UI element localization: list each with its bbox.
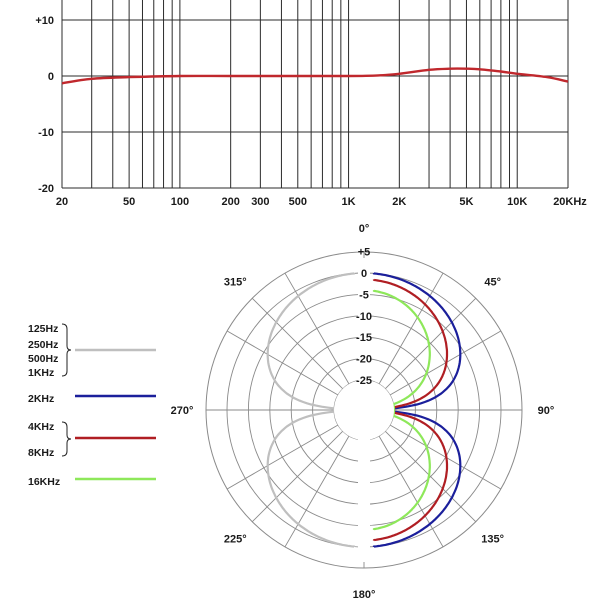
polar-curve-front-2 — [372, 278, 449, 410]
polar-spoke — [284, 272, 350, 385]
polar-angle-label: 225° — [224, 534, 247, 546]
polar-radial-label: -10 — [356, 311, 372, 323]
polar-angle-label: 0° — [359, 223, 370, 235]
polar-angle-label: 45° — [484, 276, 501, 288]
polar-radial-labels: +5 0 -5 -10 -15 -20 -25 — [356, 247, 372, 387]
polar-angle-label: 90° — [538, 405, 555, 417]
fr-x-tick-label: 2K — [392, 196, 406, 208]
polar-curves — [266, 272, 462, 548]
polar-spoke — [251, 430, 344, 523]
polar-spoke — [284, 435, 350, 548]
polar-spoke — [226, 424, 339, 490]
fr-x-tick-label: 100 — [171, 196, 189, 208]
polar-curve-front-3 — [372, 289, 431, 410]
polar-curve-rear-2 — [372, 410, 449, 542]
polar-center-hole — [334, 380, 394, 440]
legend-brace — [61, 421, 72, 457]
fr-x-tick-label: 20 — [56, 196, 68, 208]
fr-x-tick-label: 5K — [459, 196, 473, 208]
frequency-response-grid — [61, 0, 569, 189]
polar-angle-label: 135° — [481, 534, 504, 546]
polar-angle-label: 315° — [224, 276, 247, 288]
polar-angle-labels: 0° 45° 90° 135° 180° 225° 270° 315° — [171, 223, 555, 600]
fr-x-tick-label: 1K — [342, 196, 356, 208]
polar-curve-front-1 — [372, 272, 462, 410]
polar-spoke — [251, 297, 344, 390]
fr-y-tick-label: -20 — [38, 183, 54, 195]
polar-spoke — [378, 435, 444, 548]
polar-radial-label: 0 — [361, 268, 367, 280]
fr-y-tick-label: -10 — [38, 127, 54, 139]
polar-curve-rear-3 — [372, 410, 431, 531]
polar-angle-label: 180° — [353, 589, 376, 600]
polar-spoke — [384, 430, 477, 523]
polar-curve-front-0 — [266, 272, 356, 410]
legend-brace — [61, 323, 72, 377]
legend-label: 4KHz — [28, 421, 54, 433]
frequency-response-y-tick-labels: +10 0 -10 -20 — [35, 15, 54, 195]
polar-legend: 125Hz 250Hz 500Hz 1KHz 2KHz 4KHz 8KHz 16KHz — [28, 323, 156, 488]
polar-radial-label: -25 — [356, 375, 372, 387]
polar-pattern-chart: +5 0 -5 -10 -15 -20 -25 0° 45° 90° 135° 180° 225° 27… — [171, 223, 555, 600]
polar-spoke — [384, 297, 477, 390]
fr-x-tick-label: 300 — [251, 196, 269, 208]
frequency-response-x-tick-labels: 20 50 100 200 300 500 1K 2K 5K 10K 20KHz — [56, 196, 587, 208]
fr-x-tick-label: 200 — [221, 196, 239, 208]
legend-label: 500Hz — [28, 353, 58, 365]
fr-x-tick-label: 20KHz — [553, 196, 587, 208]
polar-radial-label: +5 — [358, 247, 371, 259]
polar-radial-label: -5 — [359, 289, 369, 301]
fr-y-tick-label: +10 — [35, 15, 54, 27]
polar-radial-label: -15 — [356, 332, 372, 344]
legend-label: 16KHz — [28, 476, 60, 488]
legend-label: 250Hz — [28, 339, 58, 351]
polar-radial-label: -20 — [356, 354, 372, 366]
frequency-response-curve — [61, 67, 569, 85]
polar-angle-label: 270° — [171, 405, 194, 417]
legend-label: 2KHz — [28, 393, 54, 405]
legend-label: 125Hz — [28, 323, 58, 335]
fr-x-tick-label: 50 — [123, 196, 135, 208]
polar-curve-rear-1 — [372, 410, 462, 548]
frequency-response-chart: +10 0 -10 -20 20 50 100 200 300 500 1K 2K 5K 10K 20KH… — [35, 0, 587, 208]
fr-x-tick-label: 500 — [289, 196, 307, 208]
polar-spoke — [378, 272, 444, 385]
legend-label: 1KHz — [28, 367, 54, 379]
polar-spoke — [226, 330, 339, 396]
fr-x-tick-label: 10K — [507, 196, 527, 208]
fr-y-tick-label: 0 — [48, 71, 54, 83]
legend-label: 8KHz — [28, 447, 54, 459]
polar-curve-rear-0 — [266, 410, 356, 548]
